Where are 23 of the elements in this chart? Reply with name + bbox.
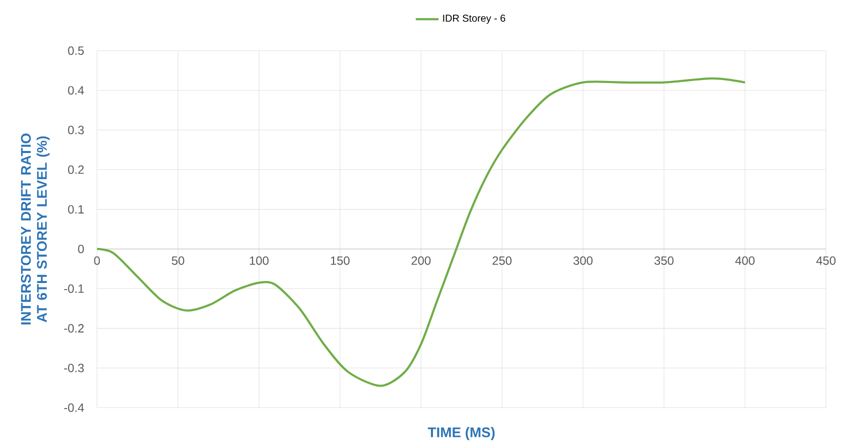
y-tick-label: 0.2	[68, 165, 84, 174]
legend-label: IDR Storey - 6	[443, 14, 506, 24]
x-axis-title: TIME (MS)	[428, 427, 495, 440]
y-tick-label: 0.1	[68, 205, 84, 214]
y-tick-label: 0	[78, 244, 84, 254]
y-axis-title: INTERSTOREY DRIFT RATIO AT 6TH STOREY LEVEL (%)	[20, 134, 50, 324]
x-tick-label: 450	[816, 256, 836, 265]
y-tick-label: 0.3	[68, 126, 84, 134]
x-tick-label: 350	[654, 256, 674, 265]
y-tick-label: -0.1	[64, 284, 84, 293]
y-tick-label: 0.5	[68, 46, 84, 55]
y-tick-label: -0.3	[64, 364, 84, 372]
y-tick-label: 0.4	[68, 86, 84, 95]
y-tick-label: -0.2	[64, 324, 84, 333]
x-tick-label: 0	[94, 256, 100, 265]
x-tick-label: 50	[172, 256, 184, 265]
x-tick-label: 100	[250, 256, 269, 265]
y-tick-label: -0.4	[64, 403, 84, 412]
x-tick-label: 300	[573, 256, 593, 265]
x-tick-label: 200	[412, 256, 431, 265]
x-tick-label: 150	[330, 256, 350, 265]
x-tick-label: 400	[735, 256, 755, 265]
x-tick-label: 250	[492, 256, 512, 265]
